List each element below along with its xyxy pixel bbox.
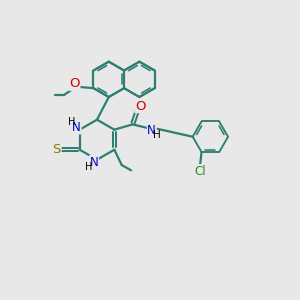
Text: N: N	[147, 124, 156, 137]
Text: N: N	[90, 156, 98, 169]
Text: O: O	[135, 100, 146, 112]
Text: H: H	[68, 117, 75, 127]
Text: H: H	[85, 162, 92, 172]
Text: N: N	[72, 121, 81, 134]
Text: S: S	[52, 143, 61, 156]
Text: H: H	[154, 130, 161, 140]
Text: O: O	[69, 77, 80, 90]
Text: Cl: Cl	[194, 165, 206, 178]
